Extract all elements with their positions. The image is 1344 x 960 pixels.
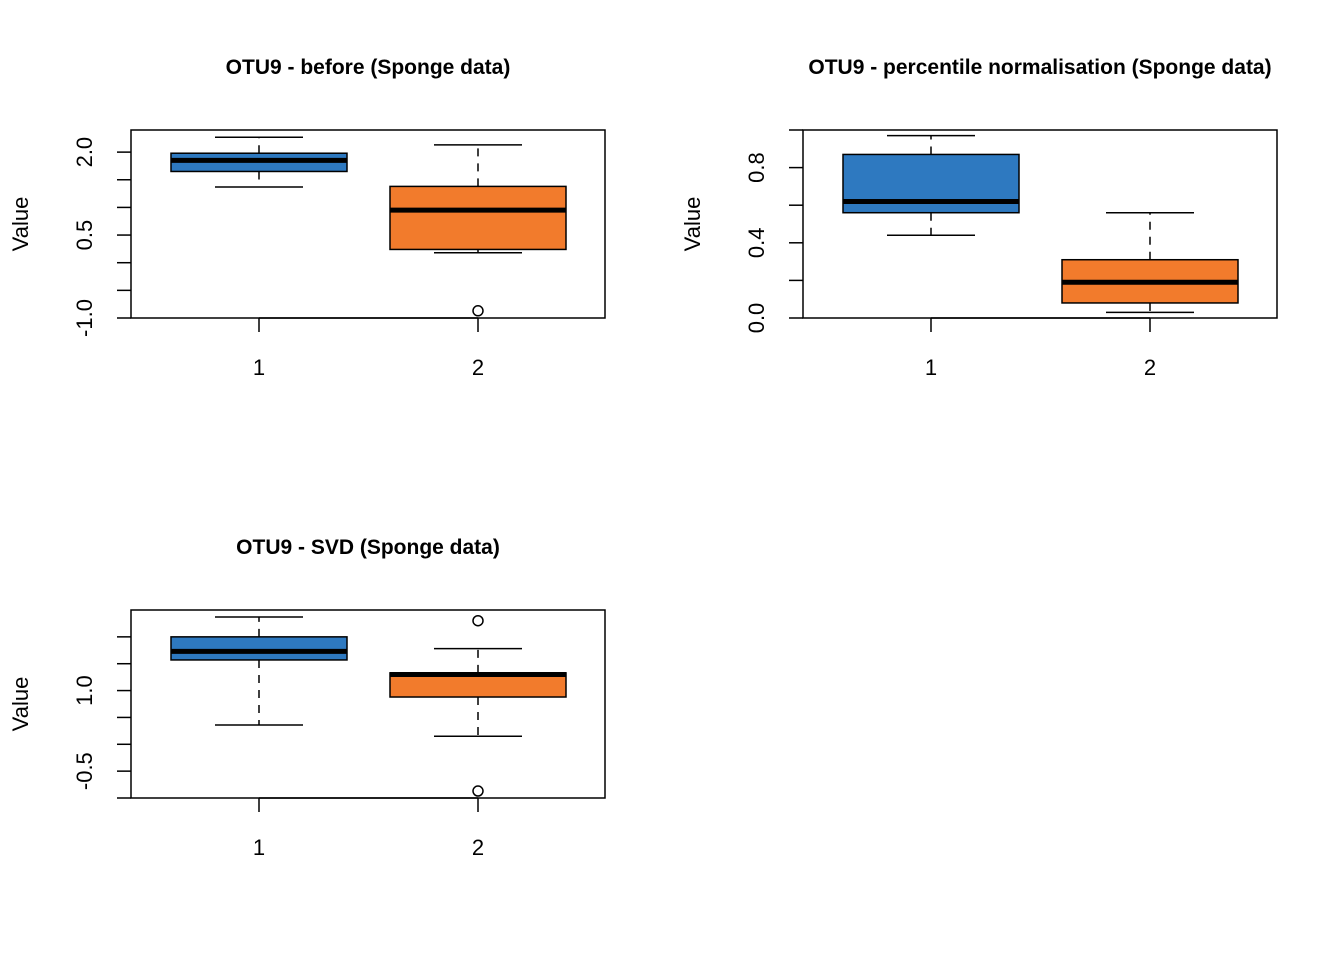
y-axis-label: Value — [8, 197, 33, 252]
box-iqr — [389, 185, 567, 251]
y-axis-label: Value — [680, 197, 705, 252]
y-tick-label: -1.0 — [72, 299, 97, 337]
y-tick-label: 0.8 — [744, 152, 769, 183]
box-iqr — [170, 636, 348, 661]
outlier-point — [472, 614, 484, 627]
outlier-point — [472, 785, 484, 797]
box-group-1 — [170, 136, 348, 188]
x-tick-label: 1 — [253, 355, 265, 380]
boxplot-panel-1: OTU9 - before (Sponge data) Value -1.0 0.5 2… — [8, 56, 606, 380]
y-tick-label: 2.0 — [72, 137, 97, 168]
chart-title: OTU9 - percentile normalisation (Sponge … — [808, 56, 1271, 79]
box-group-2 — [389, 614, 567, 797]
y-tick-label: 0.4 — [744, 228, 769, 259]
y-tick-label: 0.5 — [72, 220, 97, 251]
box-group-2 — [1061, 211, 1239, 314]
box-group-2 — [389, 144, 567, 317]
y-axis-label: Value — [8, 677, 33, 732]
y-tick-label: -0.5 — [72, 752, 97, 790]
boxplot-panel-3: OTU9 - SVD (Sponge data) Value -0.5 1.0 1 2 — [8, 536, 606, 860]
boxplot-panel-2: OTU9 - percentile normalisation (Sponge … — [680, 56, 1278, 380]
box-group-1 — [842, 134, 1020, 237]
outlier-point — [472, 305, 484, 317]
chart-title: OTU9 - SVD (Sponge data) — [236, 536, 500, 559]
x-tick-label: 2 — [472, 835, 484, 860]
chart-title: OTU9 - before (Sponge data) — [226, 56, 511, 79]
x-tick-label: 2 — [472, 355, 484, 380]
y-tick-label: 0.0 — [744, 303, 769, 334]
x-tick-label: 1 — [925, 355, 937, 380]
box-iqr — [842, 153, 1020, 214]
y-tick-label: 1.0 — [72, 675, 97, 706]
box-group-1 — [170, 616, 348, 726]
x-tick-label: 2 — [1144, 355, 1156, 380]
x-tick-label: 1 — [253, 835, 265, 860]
